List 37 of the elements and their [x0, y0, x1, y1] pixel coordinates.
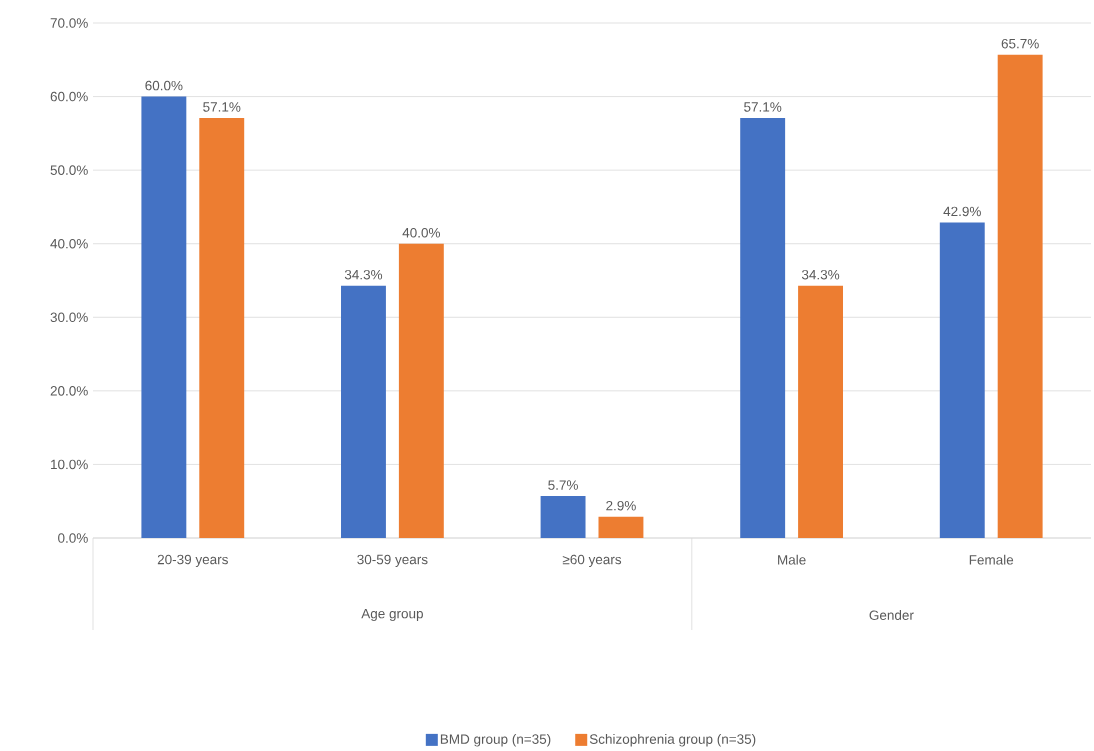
bar — [141, 96, 187, 538]
bar — [199, 117, 245, 538]
x-tick-label: 20-39 years — [157, 554, 228, 567]
y-tick-label: 10.0% — [51, 459, 88, 470]
data-label: 65.7% — [1001, 38, 1039, 49]
bar — [798, 285, 843, 538]
data-label: 60.0% — [145, 80, 183, 91]
bar — [341, 285, 386, 538]
y-tick-label: 0.0% — [58, 533, 88, 543]
data-label: 57.1% — [203, 102, 241, 112]
y-tick-label: 40.0% — [50, 238, 88, 249]
bar — [997, 54, 1043, 538]
data-label: 2.9% — [606, 500, 636, 511]
data-label: 34.3% — [801, 269, 840, 280]
data-label: 5.7% — [548, 480, 578, 490]
y-tick-label: 70.0% — [50, 18, 88, 28]
data-label: 40.0% — [402, 227, 440, 238]
x-tick-label: Female — [969, 554, 1014, 565]
y-tick-label: 60.0% — [50, 91, 88, 102]
text: Gender — [869, 610, 914, 620]
bar — [540, 496, 586, 538]
text: Age group — [361, 608, 423, 622]
bar — [939, 222, 985, 538]
data-label: 42.9% — [943, 206, 981, 217]
bar — [598, 516, 644, 538]
bar — [740, 117, 786, 538]
data-label: 34.3% — [344, 269, 383, 280]
y-tick-label: 20.0% — [50, 386, 88, 396]
x-tick-label: Male — [778, 554, 806, 565]
y-tick-label: 30.0% — [50, 312, 88, 323]
y-tick-label: 50.0% — [50, 165, 88, 175]
bar — [398, 243, 444, 538]
legend-label: BMD group (n=35) — [440, 733, 551, 747]
data-label: 57.1% — [744, 102, 782, 112]
x-tick-label: ≥60 years — [562, 554, 622, 567]
legend-label: Schizophrenia group (n=35) — [589, 733, 756, 747]
x-tick-label: 30-59 years — [357, 554, 428, 567]
